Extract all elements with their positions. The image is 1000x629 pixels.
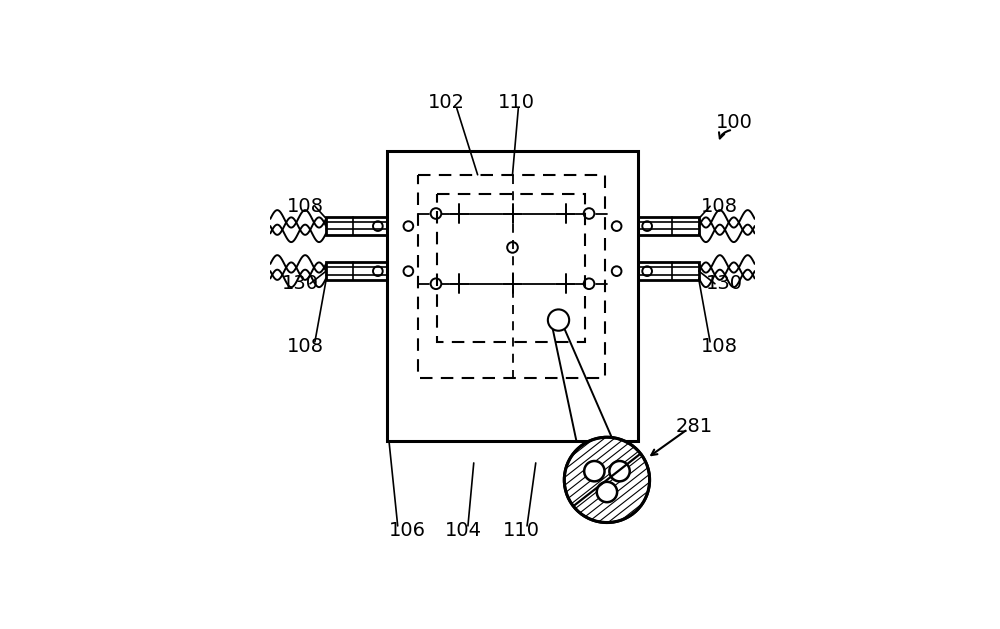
Text: 100: 100: [716, 113, 753, 133]
Bar: [387, 150, 638, 441]
Bar: [326, 262, 387, 281]
Circle shape: [566, 438, 648, 521]
Text: 108: 108: [287, 197, 324, 216]
Circle shape: [564, 437, 650, 523]
Circle shape: [584, 461, 605, 481]
Text: 130: 130: [706, 274, 743, 293]
Text: 102: 102: [428, 92, 465, 111]
Text: 130: 130: [282, 274, 319, 293]
Circle shape: [597, 482, 617, 502]
Text: 106: 106: [389, 521, 426, 540]
Text: 108: 108: [701, 197, 738, 216]
Circle shape: [609, 461, 630, 481]
Text: 110: 110: [503, 521, 540, 540]
Bar: [326, 217, 387, 235]
Text: 108: 108: [701, 337, 738, 356]
Circle shape: [548, 309, 569, 331]
Text: 108: 108: [287, 337, 324, 356]
Bar: [638, 262, 699, 281]
Text: 104: 104: [445, 521, 482, 540]
Bar: [437, 194, 585, 342]
Text: 281: 281: [676, 417, 713, 436]
Bar: [418, 175, 605, 378]
Bar: [638, 217, 699, 235]
Text: 110: 110: [498, 92, 535, 111]
